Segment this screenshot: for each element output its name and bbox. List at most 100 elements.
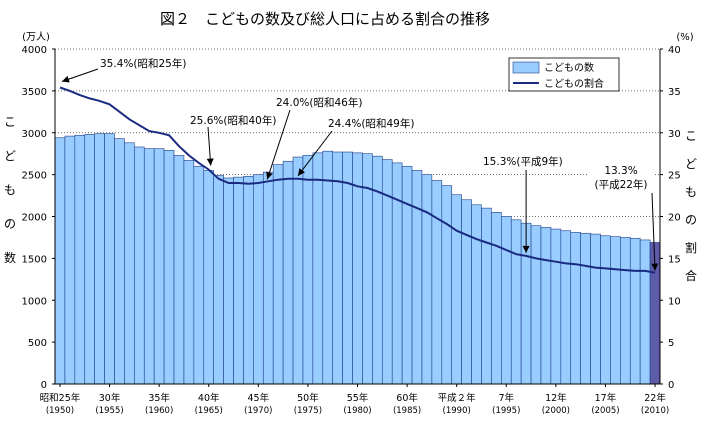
bar xyxy=(530,225,542,385)
right-axis-label-char: ど xyxy=(685,157,697,171)
x-tick-label: 60年 xyxy=(396,392,418,404)
line-series-share xyxy=(59,86,656,274)
bar xyxy=(203,170,214,385)
x-tick-sublabel: (1985) xyxy=(393,406,421,416)
bar xyxy=(223,177,234,385)
bar xyxy=(74,134,86,385)
left-tick-label: 3500 xyxy=(22,87,47,98)
right-tick-label: 15 xyxy=(668,254,681,265)
annotation-arrow-head xyxy=(297,168,305,176)
bar xyxy=(134,146,145,385)
x-tick-label: 40年 xyxy=(198,392,220,404)
left-tick-label: 2000 xyxy=(22,213,47,224)
bar xyxy=(243,176,254,385)
right-axis-label-char: も xyxy=(685,185,697,199)
right-axis-label-char: 合 xyxy=(685,268,697,283)
x-tick-sublabel: (1965) xyxy=(195,406,223,416)
bar xyxy=(620,237,631,385)
right-axis-unit: (%) xyxy=(676,32,693,43)
left-tick-label: 1000 xyxy=(22,296,47,307)
line-path xyxy=(59,86,656,274)
bar xyxy=(253,174,264,385)
bar xyxy=(629,237,641,385)
bar xyxy=(124,142,135,385)
left-tick-label: 500 xyxy=(28,338,47,349)
annotation-label: 24.0%(昭和46年) xyxy=(276,96,362,109)
x-tick-label: 7年 xyxy=(498,392,514,404)
bar xyxy=(54,137,66,385)
annotation-bg xyxy=(588,161,654,193)
bar xyxy=(322,150,334,385)
legend-label-bar: こどもの数 xyxy=(544,61,594,74)
left-axis-label-char: こ xyxy=(4,115,16,129)
left-axis-label-char: ど xyxy=(4,149,16,163)
bar xyxy=(510,219,522,385)
right-tick-label: 40 xyxy=(668,45,681,56)
x-tick-label: 50年 xyxy=(297,392,319,404)
x-tick-label: 30年 xyxy=(99,392,121,404)
legend-swatch-bar xyxy=(512,61,540,74)
x-tick-sublabel: (2005) xyxy=(591,406,619,416)
bar xyxy=(153,148,165,385)
x-tick-sublabel: (2000) xyxy=(542,406,570,416)
x-tick-sublabel: (1975) xyxy=(294,406,322,416)
legend-label-line: こどもの割合 xyxy=(544,77,604,90)
x-tick-label: 平成２年 xyxy=(438,392,477,404)
bar xyxy=(411,170,423,385)
bar xyxy=(610,236,621,385)
annotation-arrow-line xyxy=(266,109,291,180)
x-tick-sublabel: (1990) xyxy=(443,406,471,416)
bar xyxy=(431,180,443,385)
left-axis-label-char: の xyxy=(4,217,16,231)
bar xyxy=(491,212,502,385)
bar xyxy=(401,165,413,385)
bar xyxy=(183,160,195,385)
bar xyxy=(262,171,274,385)
right-tick-label: 0 xyxy=(668,380,674,391)
annotations: 35.4%(昭和25年) 25.6%(昭和40年)24.0%(昭和46年) 24.4… xyxy=(61,57,659,271)
right-axis-label-char: こ xyxy=(685,129,697,143)
bar xyxy=(163,150,175,385)
annotation-arrow-head xyxy=(651,263,659,271)
annotation-label: 24.4%(昭和49年) xyxy=(328,117,414,130)
bar xyxy=(213,175,224,385)
annotation-label: 15.3%(平成9年) xyxy=(483,155,563,168)
x-tick-label: 35年 xyxy=(148,392,170,404)
bar xyxy=(481,207,492,385)
x-tick-sublabel: (1970) xyxy=(244,406,272,416)
bar xyxy=(570,232,581,385)
x-tick-label: 45年 xyxy=(248,392,270,404)
bar-series-children xyxy=(54,133,661,385)
bar xyxy=(233,176,244,385)
x-tick-label: 昭和25年 xyxy=(40,392,81,404)
bar xyxy=(550,228,562,385)
bar xyxy=(332,151,343,385)
annotation-label: (平成22年) xyxy=(594,178,647,191)
left-tick-label: 2500 xyxy=(22,171,47,182)
annotation-arrow-head xyxy=(266,171,273,180)
x-tick-label: 17年 xyxy=(595,392,617,404)
x-axis-ticks: 昭和25年 (1950) 30年 (1955) 35年 (1960) 40年 (1965) 45… xyxy=(40,384,669,416)
annotation-arrow-head xyxy=(206,158,214,166)
bar xyxy=(64,135,76,385)
right-tick-label: 20 xyxy=(668,213,681,224)
bar xyxy=(114,138,125,385)
bar xyxy=(391,162,403,385)
bar xyxy=(143,148,155,385)
x-tick-label: 12年 xyxy=(545,392,567,404)
annotation-label: 35.4%(昭和25年) xyxy=(100,57,186,70)
left-tick-label: 4000 xyxy=(22,45,47,56)
bar xyxy=(461,199,472,385)
x-tick-sublabel: (2010) xyxy=(641,406,669,416)
right-tick-label: 10 xyxy=(668,296,681,307)
bar xyxy=(421,174,433,385)
bar xyxy=(639,239,651,385)
right-axis-ticks: 0 5 10 15 20 25 30 35 40 xyxy=(660,45,681,391)
bar xyxy=(441,185,453,385)
right-tick-label: 5 xyxy=(668,338,674,349)
x-tick-sublabel: (1950) xyxy=(46,406,74,416)
right-tick-label: 35 xyxy=(668,87,681,98)
left-tick-label: 1500 xyxy=(22,254,47,265)
right-axis-label: こどもの割合 xyxy=(685,129,697,283)
